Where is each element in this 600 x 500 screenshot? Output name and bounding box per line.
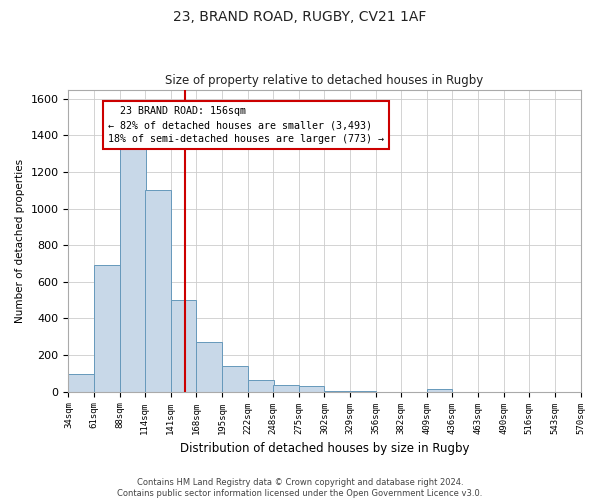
Bar — [222, 366, 248, 392]
Text: 23, BRAND ROAD, RUGBY, CV21 1AF: 23, BRAND ROAD, RUGBY, CV21 1AF — [173, 10, 427, 24]
Y-axis label: Number of detached properties: Number of detached properties — [15, 158, 25, 322]
Text: 23 BRAND ROAD: 156sqm
← 82% of detached houses are smaller (3,493)
18% of semi-d: 23 BRAND ROAD: 156sqm ← 82% of detached … — [107, 106, 383, 144]
Bar — [196, 342, 222, 392]
Bar — [350, 391, 376, 392]
Bar — [325, 391, 350, 392]
Bar — [145, 190, 170, 392]
Title: Size of property relative to detached houses in Rugby: Size of property relative to detached ho… — [166, 74, 484, 87]
Text: Contains HM Land Registry data © Crown copyright and database right 2024.
Contai: Contains HM Land Registry data © Crown c… — [118, 478, 482, 498]
X-axis label: Distribution of detached houses by size in Rugby: Distribution of detached houses by size … — [180, 442, 469, 455]
Bar — [427, 389, 452, 392]
Bar — [68, 374, 94, 392]
Bar — [248, 380, 274, 392]
Bar — [273, 386, 299, 392]
Bar — [120, 146, 146, 392]
Bar — [170, 300, 196, 392]
Bar — [299, 386, 325, 392]
Bar — [94, 266, 120, 392]
